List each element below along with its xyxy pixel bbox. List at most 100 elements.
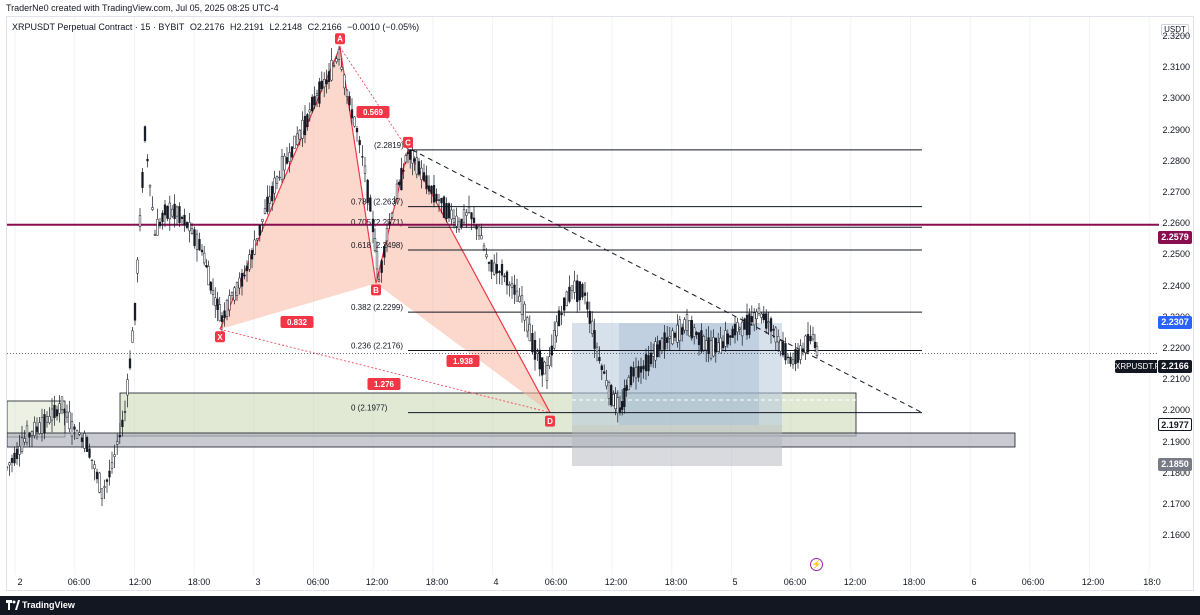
bull-candle: [126, 379, 129, 396]
bull-candle: [98, 472, 101, 493]
bear-candle: [325, 79, 328, 85]
bull-candle: [263, 208, 267, 214]
bull-candle: [225, 300, 229, 317]
bull-candle: [340, 66, 343, 70]
bear-candle: [320, 80, 323, 90]
bull-candle: [553, 330, 556, 349]
bull-candle: [315, 93, 319, 96]
pattern-point-label: X: [217, 333, 223, 342]
bear-candle: [707, 337, 710, 354]
fib-label: 0.705 (2.2571): [351, 218, 403, 227]
bear-candle: [550, 345, 553, 356]
price-axis[interactable]: 2.3200 2.3100 2.3000 2.2900 2.2800 2.2700 2.26…: [1157, 16, 1194, 571]
bear-candle: [487, 262, 491, 264]
bull-candle: [685, 314, 689, 332]
chart-canvas[interactable]: (2.2819)0.786 (2.2637)0.705 (2.2571)0.61…: [7, 17, 1194, 591]
time-tick: 18:00: [664, 577, 688, 587]
pattern-point-label: D: [547, 417, 553, 426]
bear-candle: [400, 167, 403, 191]
bear-candle: [666, 337, 669, 343]
bear-candle: [490, 259, 493, 272]
lightning-icon[interactable]: ⚡: [810, 558, 823, 571]
tradingview-logo-icon: [6, 600, 20, 610]
bear-candle: [503, 275, 506, 278]
bull-candle: [168, 202, 171, 220]
time-tick: 18:00: [902, 577, 926, 587]
bull-candle: [548, 356, 551, 367]
bear-candle: [55, 409, 59, 417]
bull-candle: [235, 282, 239, 296]
bull-candle: [493, 262, 496, 275]
bull-candle: [58, 403, 61, 414]
bull-candle: [450, 209, 453, 220]
bull-candle: [211, 289, 215, 295]
bull-candle: [116, 441, 119, 445]
bull-candle: [218, 304, 221, 322]
time-axis[interactable]: 2 06:00 12:00 18:00 3 06:00 12:00 18:00 4 06:00 12…: [6, 574, 1160, 591]
bull-candle: [23, 438, 26, 443]
price-tick: 2.2200: [1162, 343, 1190, 353]
bear-candle: [560, 313, 563, 316]
legend-high: H2.2191: [229, 22, 264, 32]
bull-candle: [256, 238, 259, 241]
chart-pane[interactable]: (2.2819) 0.786 (2.2637) 0.705 (2.2571) 0.61…: [6, 16, 1194, 591]
bull-candle: [395, 183, 399, 199]
bull-candle: [520, 295, 524, 316]
bear-candle: [350, 109, 354, 119]
bull-candle: [455, 215, 458, 227]
bear-candle: [318, 81, 321, 104]
bear-candle: [658, 340, 661, 350]
bear-candle: [180, 216, 184, 219]
bear-candle: [303, 115, 307, 136]
bull-candle: [465, 212, 468, 216]
bull-candle: [668, 335, 671, 339]
price-tick: 2.1800: [1162, 467, 1190, 478]
bear-candle: [632, 367, 635, 377]
ratio-xab: 0.832: [287, 318, 308, 327]
magenta-line-price-label: 2.2579: [1158, 231, 1192, 244]
bull-candle: [614, 393, 617, 410]
ac-dotted: [339, 47, 409, 151]
bull-candle: [467, 206, 471, 213]
bear-candle: [285, 157, 289, 164]
currency-badge[interactable]: USDT: [1161, 24, 1189, 36]
bull-candle: [671, 330, 674, 345]
ratio-bcd: 1.938: [453, 357, 474, 366]
credit-text: TraderNe0 created with TradingView.com, …: [6, 3, 279, 13]
bull-candle: [573, 280, 576, 293]
legend-close: C2.2166: [307, 22, 342, 32]
pattern-point-badge: [215, 331, 225, 343]
bull-candle: [110, 462, 114, 469]
bull-candle: [612, 394, 615, 406]
bull-candle: [353, 116, 356, 127]
bear-candle: [163, 204, 167, 216]
legend-low: L2.2148: [269, 22, 303, 32]
price-tick: 2.1600: [1162, 530, 1190, 541]
bear-candle: [313, 96, 316, 106]
bear-candle: [581, 283, 584, 298]
blue-level-price-label: 2.2307: [1158, 316, 1192, 329]
legend-symbol[interactable]: XRPUSDT Perpetual Contract · 15 · BYBIT: [12, 22, 185, 32]
bear-candle: [460, 218, 463, 228]
bull-candle: [741, 321, 744, 337]
bull-candle: [791, 359, 795, 365]
gray-zone: [7, 432, 1016, 448]
bear-candle: [146, 158, 149, 162]
bull-candle: [462, 209, 466, 223]
bear-candle: [161, 212, 164, 223]
bear-candle: [588, 310, 591, 324]
bear-candle: [358, 140, 361, 146]
time-tick: 06:00: [783, 577, 807, 587]
bull-candle: [811, 333, 815, 340]
bear-candle: [629, 366, 633, 386]
bear-candle: [598, 357, 601, 362]
price-tick: 2.2100: [1162, 374, 1190, 385]
bear-candle: [762, 313, 765, 321]
bull-candle: [363, 165, 367, 174]
bear-candle: [673, 332, 677, 338]
bear-candle: [642, 365, 645, 370]
price-tick: 2.3200: [1162, 31, 1190, 41]
bear-candle: [801, 348, 805, 353]
bear-candle: [470, 212, 473, 220]
bull-candle: [705, 340, 708, 351]
